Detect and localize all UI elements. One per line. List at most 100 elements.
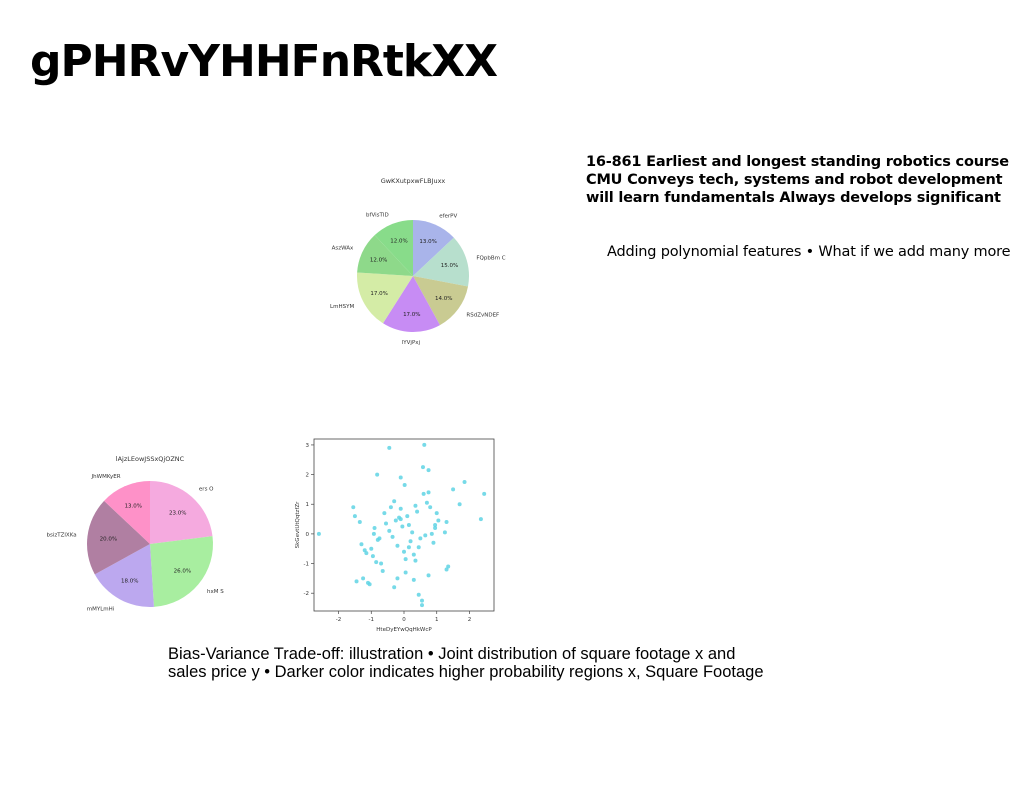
scatter-point bbox=[359, 542, 364, 547]
pie-slice bbox=[374, 220, 413, 276]
y-axis-label: SkGevtUtQqtzfZr bbox=[295, 501, 301, 548]
scatter-point bbox=[444, 520, 449, 525]
scatter-point bbox=[457, 502, 462, 507]
scatter-point bbox=[433, 525, 438, 530]
pie-slice bbox=[94, 544, 154, 607]
scatter-point bbox=[370, 554, 375, 559]
scatter-point bbox=[421, 491, 426, 496]
scatter-point bbox=[442, 530, 447, 535]
scatter-point bbox=[362, 548, 367, 553]
pie-pct-label: 26.0% bbox=[174, 569, 191, 575]
scatter-point bbox=[402, 482, 407, 487]
pie-label: ers O bbox=[199, 486, 214, 492]
scatter-point bbox=[400, 524, 405, 529]
scatter-point bbox=[416, 592, 421, 597]
scatter-point bbox=[420, 603, 424, 608]
scatter-point bbox=[351, 505, 356, 510]
pie-pct-label: 13.0% bbox=[125, 503, 142, 509]
scatter-point bbox=[395, 576, 400, 581]
scatter-point bbox=[426, 468, 431, 473]
scatter-point bbox=[392, 585, 397, 590]
pie-pct-label: 23.0% bbox=[169, 510, 186, 516]
scatter-point bbox=[426, 573, 431, 578]
scatter-point bbox=[354, 579, 359, 584]
scatter-point bbox=[424, 500, 429, 505]
pie-label: eferPV bbox=[439, 213, 457, 219]
x-tick-label: -2 bbox=[336, 617, 341, 623]
scatter-point bbox=[357, 520, 362, 525]
pie-label: bsizTZlXKa bbox=[47, 533, 77, 539]
pie-slice bbox=[382, 276, 440, 332]
scatter-point bbox=[395, 543, 400, 548]
pie-pct-label: 13.0% bbox=[419, 239, 436, 245]
scatter-point bbox=[382, 511, 387, 516]
plot-frame bbox=[313, 438, 495, 612]
course-description-line: will learn fundamentals Always develops … bbox=[586, 190, 1001, 206]
y-tick-label: 0 bbox=[306, 532, 310, 538]
scatter-point bbox=[388, 505, 393, 510]
pie-label: JhWMKyER bbox=[91, 474, 121, 480]
scatter-point bbox=[398, 475, 403, 480]
scatter-point bbox=[451, 487, 456, 492]
scatter-point bbox=[398, 506, 403, 511]
pie-title: GwKXutpxwFLBJuxx bbox=[381, 177, 446, 185]
scatter-point bbox=[403, 557, 408, 562]
course-description-line: CMU Conveys tech, systems and robot deve… bbox=[586, 172, 1003, 188]
scatter-point bbox=[352, 514, 357, 519]
pie-label: bfVisTID bbox=[366, 212, 389, 218]
polynomial-features-note: Adding polynomial features • What if we … bbox=[607, 244, 1011, 260]
scatter-point bbox=[411, 577, 416, 582]
pie-chart-2: lAjzLEowJSSxQjOZNC ers O 23.0% hxM S 26.0% mM… bbox=[47, 455, 225, 613]
scatter-point bbox=[367, 582, 372, 587]
x-tick-label: 2 bbox=[468, 617, 472, 623]
pie-pct-label: 12.0% bbox=[370, 258, 387, 264]
scatter-point bbox=[392, 499, 397, 504]
scatter-point bbox=[422, 442, 427, 447]
y-tick-label: -1 bbox=[304, 562, 309, 568]
scatter-point bbox=[436, 518, 441, 523]
scatter-point bbox=[446, 564, 451, 569]
course-description-line: 16-861 Earliest and longest standing rob… bbox=[586, 154, 1009, 170]
y-tick-label: 1 bbox=[306, 502, 310, 508]
x-axis-label: HteDyEYwQqHkWcP bbox=[376, 627, 432, 633]
pie-slice bbox=[150, 536, 213, 607]
scatter-point bbox=[423, 533, 428, 538]
scatter-point bbox=[406, 545, 411, 550]
pie-slice bbox=[357, 272, 413, 324]
pie-label: FQpbBm C bbox=[476, 255, 505, 261]
pie-pct-label: 20.0% bbox=[100, 537, 117, 543]
scatter-point bbox=[462, 480, 467, 484]
scatter-point bbox=[372, 525, 377, 530]
y-tick-label: 3 bbox=[306, 443, 310, 449]
y-tick-label: -2 bbox=[304, 591, 309, 597]
scatter-point bbox=[380, 568, 385, 573]
pie-slice bbox=[104, 481, 150, 544]
scatter-point bbox=[478, 517, 483, 522]
scatter-point bbox=[369, 546, 374, 551]
scatter-point bbox=[444, 567, 449, 572]
scatter-plot: -2 -1 0 1 2 -2 -1 0 1 2 3 HteDyEYwQqHkWcP SkGevtUtQq… bbox=[295, 438, 495, 633]
pie-slice bbox=[150, 481, 213, 544]
scatter-point bbox=[408, 539, 413, 544]
pie-title: lAjzLEowJSSxQjOZNC bbox=[116, 455, 185, 463]
scatter-point bbox=[387, 445, 392, 450]
x-tick-label: -1 bbox=[369, 617, 374, 623]
scatter-point bbox=[387, 528, 392, 533]
scatter-point bbox=[413, 558, 418, 563]
pie-pct-label: 17.0% bbox=[370, 291, 387, 297]
pie-label: AszWAx bbox=[332, 246, 354, 252]
scatter-point bbox=[405, 514, 410, 519]
scatter-point bbox=[384, 521, 388, 526]
scatter-point bbox=[374, 560, 379, 565]
page-title: gPHRvYHHFnRtkXX bbox=[30, 36, 498, 87]
scatter-point bbox=[393, 518, 398, 523]
scatter-point bbox=[410, 530, 415, 535]
scatter-point bbox=[434, 511, 439, 516]
pie-label: lYVjPxj bbox=[402, 340, 421, 346]
pie-label: mMYLmHi bbox=[87, 607, 115, 613]
pie-pct-label: 17.0% bbox=[403, 312, 420, 318]
caption-line: Bias-Variance Trade-off: illustration • … bbox=[168, 645, 736, 663]
pie-slice bbox=[357, 235, 413, 276]
scatter-point bbox=[411, 552, 416, 557]
pie-label: LmHSYM bbox=[330, 304, 354, 310]
